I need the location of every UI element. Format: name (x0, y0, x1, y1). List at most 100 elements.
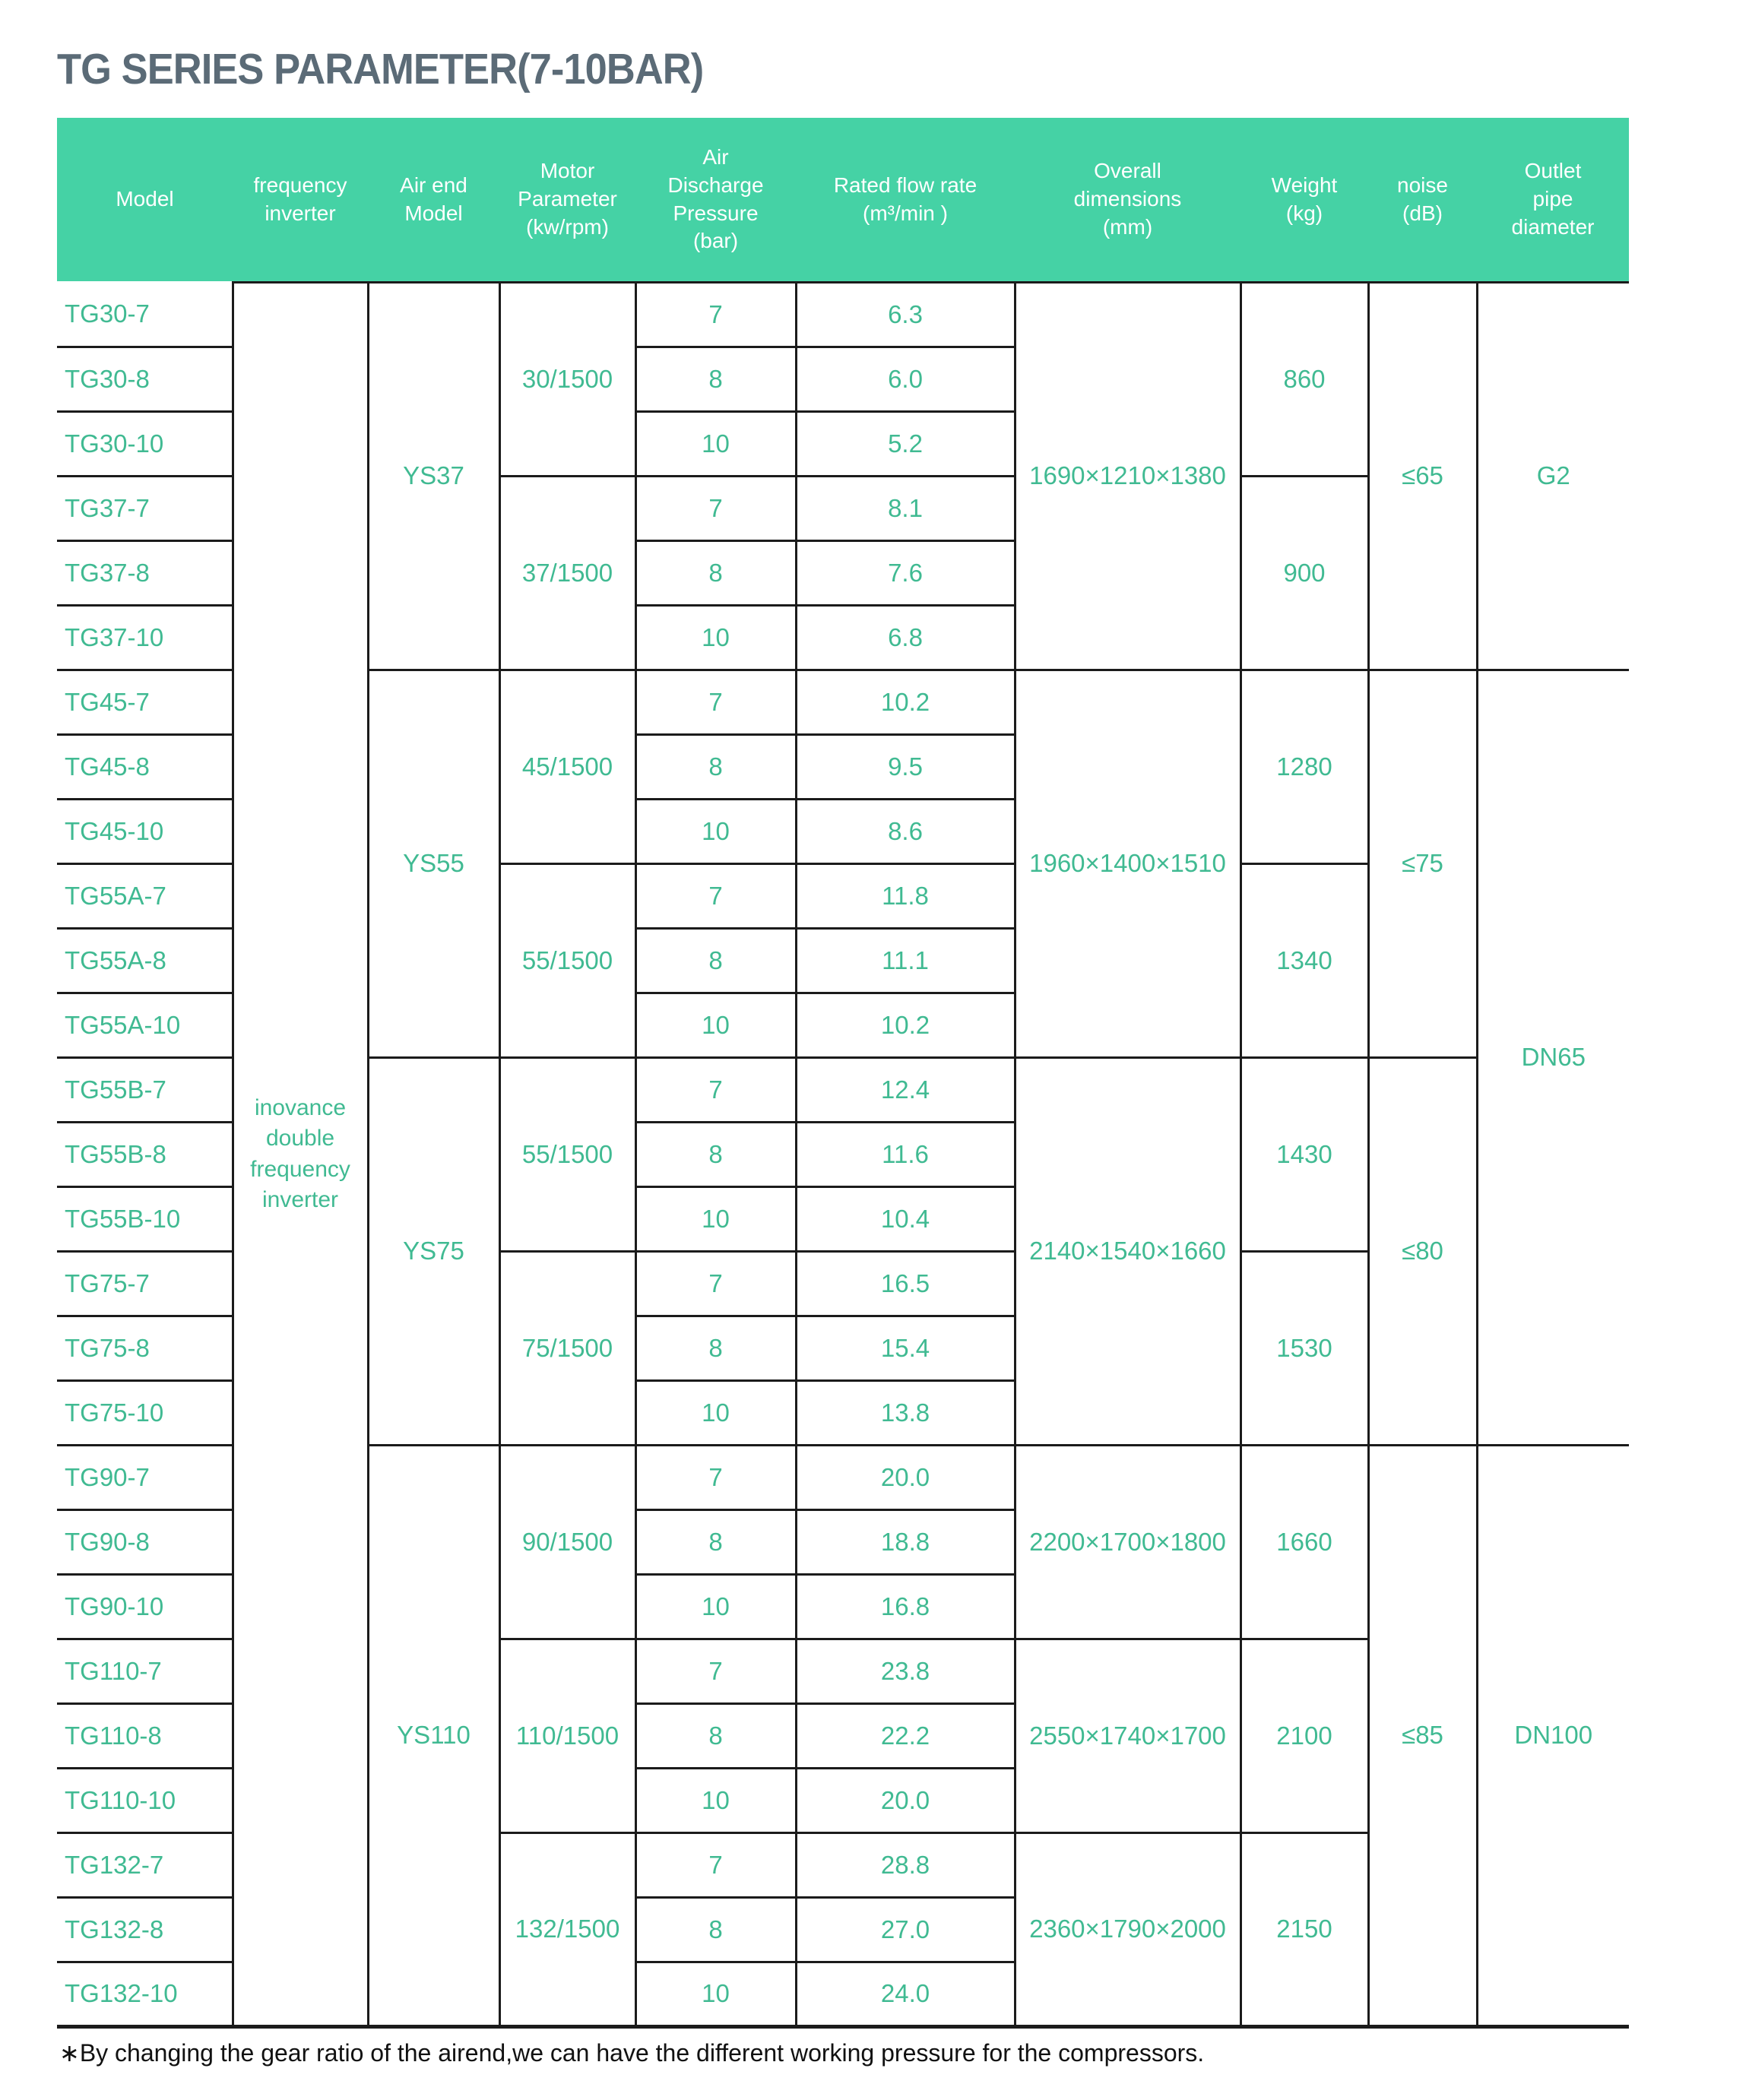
cell-motor: 30/1500 (498, 281, 635, 477)
cell-noise: ≤80 (1367, 1056, 1477, 1446)
cell-weight: 1660 (1239, 1444, 1368, 1639)
cell-noise: ≤75 (1367, 669, 1477, 1058)
cell-pressure: 7 (634, 669, 796, 735)
cell-dims: 2200×1700×1800 (1013, 1444, 1240, 1639)
cell-pressure: 7 (634, 1250, 796, 1316)
cell-flow: 11.8 (794, 863, 1015, 929)
table-row: TG75-7 75/1500 7 16.5 1530 (57, 1250, 1629, 1446)
cell-model: TG132-10 (57, 1961, 233, 2029)
cell-motor: 132/1500 (498, 1832, 635, 2029)
cell-flow: 9.5 (794, 733, 1015, 800)
table-row: TG45-10 10 8.6 (57, 798, 1629, 864)
cell-pressure: 8 (634, 540, 796, 606)
cell-pressure: 7 (634, 1638, 796, 1704)
cell-model: TG90-7 (57, 1444, 233, 1510)
cell-model: TG37-8 (57, 540, 233, 606)
cell-model: TG90-8 (57, 1509, 233, 1575)
header-motor: Motor Parameter (kw/rpm) (518, 159, 617, 239)
cell-flow: 11.1 (794, 927, 1015, 993)
cell-motor: 37/1500 (498, 475, 635, 670)
cell-motor: 45/1500 (498, 669, 635, 864)
cell-flow: 13.8 (794, 1379, 1015, 1446)
cell-motor: 55/1500 (498, 863, 635, 1058)
cell-model: TG110-8 (57, 1702, 233, 1769)
cell-pressure: 10 (634, 1573, 796, 1639)
cell-flow: 16.5 (794, 1250, 1015, 1316)
cell-model: TG55B-7 (57, 1056, 233, 1123)
cell-noise: ≤65 (1367, 281, 1477, 670)
cell-model: TG45-7 (57, 669, 233, 735)
cell-inverter: inovance double frequency inverter (231, 281, 368, 2029)
cell-flow: 20.0 (794, 1767, 1015, 1833)
cell-weight: 1340 (1239, 863, 1368, 1058)
cell-motor: 110/1500 (498, 1638, 635, 1833)
cell-flow: 10.2 (794, 992, 1015, 1058)
cell-airend: YS75 (366, 1056, 499, 1446)
cell-flow: 12.4 (794, 1056, 1015, 1123)
cell-pressure: 7 (634, 1444, 796, 1510)
cell-pressure: 7 (634, 281, 796, 347)
cell-weight: 1430 (1239, 1056, 1368, 1252)
cell-pressure: 10 (634, 604, 796, 670)
table-row: TG132-10 10 24.0 (57, 1961, 1629, 2029)
cell-model: TG55A-7 (57, 863, 233, 929)
table-row: TG55A-8 8 11.1 (57, 927, 1629, 993)
cell-dims: 2140×1540×1660 (1013, 1056, 1240, 1446)
table-row: TG110-8 8 22.2 (57, 1702, 1629, 1769)
cell-pressure: 7 (634, 475, 796, 541)
cell-model: TG45-8 (57, 733, 233, 800)
cell-outlet: G2 (1475, 281, 1629, 670)
header-flow: Rated flow rate (m³/min ) (833, 173, 977, 225)
cell-weight: 1530 (1239, 1250, 1368, 1446)
cell-pressure: 7 (634, 1056, 796, 1123)
cell-flow: 5.2 (794, 410, 1015, 477)
cell-pressure: 8 (634, 1315, 796, 1381)
cell-dims: 1960×1400×1510 (1013, 669, 1240, 1058)
header-noise: noise (dB) (1397, 173, 1448, 225)
cell-airend: YS37 (366, 281, 499, 670)
cell-model: TG55A-8 (57, 927, 233, 993)
cell-pressure: 8 (634, 1121, 796, 1187)
cell-dims: 2550×1740×1700 (1013, 1638, 1240, 1833)
cell-model: TG110-7 (57, 1638, 233, 1704)
cell-pressure: 7 (634, 863, 796, 929)
cell-flow: 24.0 (794, 1961, 1015, 2029)
page-title: TG SERIES PARAMETER(7-10BAR) (57, 45, 704, 93)
cell-flow: 6.0 (794, 346, 1015, 412)
cell-model: TG110-10 (57, 1767, 233, 1833)
cell-pressure: 10 (634, 992, 796, 1058)
table-row: TG30-8 8 6.0 (57, 346, 1629, 412)
cell-dims: 2360×1790×2000 (1013, 1832, 1240, 2029)
cell-dims: 1690×1210×1380 (1013, 281, 1240, 670)
cell-outlet: DN65 (1475, 669, 1629, 1446)
cell-flow: 23.8 (794, 1638, 1015, 1704)
cell-model: TG132-8 (57, 1896, 233, 1962)
table-row: TG30-7 inovance double frequency inverter… (57, 281, 1629, 2029)
cell-pressure: 7 (634, 1832, 796, 1898)
cell-flow: 8.1 (794, 475, 1015, 541)
cell-model: TG55B-8 (57, 1121, 233, 1187)
cell-model: TG45-10 (57, 798, 233, 864)
header-outlet: Outlet pipe diameter (1511, 159, 1595, 239)
cell-outlet: DN100 (1475, 1444, 1629, 2029)
cell-pressure: 10 (634, 1186, 796, 1252)
cell-model: TG30-10 (57, 410, 233, 477)
cell-pressure: 10 (634, 1379, 796, 1446)
table-row: TG45-8 8 9.5 (57, 733, 1629, 800)
header-dims: Overall dimensions (mm) (1073, 159, 1182, 239)
cell-model: TG55A-10 (57, 992, 233, 1058)
header-model: Model (116, 187, 174, 211)
cell-flow: 6.8 (794, 604, 1015, 670)
cell-model: TG132-7 (57, 1832, 233, 1898)
table-row: TG55B-7 YS75 55/1500 7 12.4 2140×1540×1660 143… (57, 1056, 1629, 1446)
cell-pressure: 8 (634, 1702, 796, 1769)
table-row: TG75-10 10 13.8 (57, 1379, 1629, 1446)
cell-flow: 11.6 (794, 1121, 1015, 1187)
header-airend: Air end Model (400, 173, 467, 225)
cell-pressure: 8 (634, 733, 796, 800)
table-row: TG45-7 YS55 45/1500 7 10.2 1960×1400×1510 1280… (57, 669, 1629, 1446)
cell-flow: 20.0 (794, 1444, 1015, 1510)
table-row: TG55A-10 10 10.2 (57, 992, 1629, 1058)
table-row: TG55A-7 55/1500 7 11.8 1340 (57, 863, 1629, 1058)
